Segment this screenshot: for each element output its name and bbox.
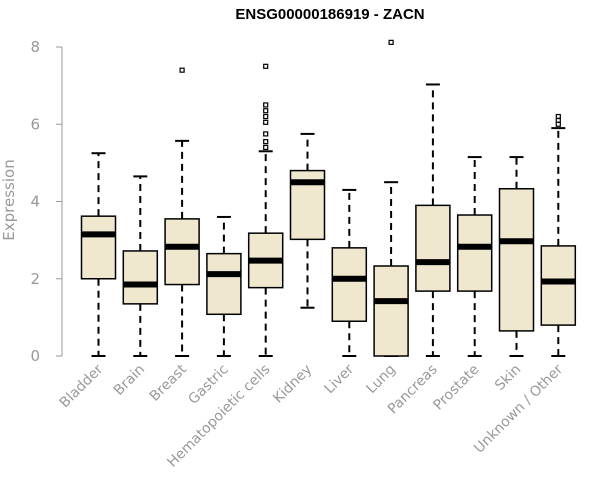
box-prostate	[456, 156, 493, 357]
box-iqr	[122, 250, 159, 305]
outlier-point	[263, 108, 269, 114]
outlier-point	[179, 67, 185, 73]
x-tick-label: Bladder	[57, 361, 107, 411]
outlier-point	[555, 121, 561, 127]
box-breast	[164, 67, 200, 357]
outlier-point	[263, 63, 269, 69]
box-iqr	[415, 204, 451, 292]
y-axis: 0 2 4 6 8	[30, 38, 63, 365]
box-bladder	[80, 152, 117, 357]
y-tick-label: 6	[30, 115, 40, 133]
x-tick-label: Brain	[111, 362, 148, 399]
box-unknown-other	[540, 113, 577, 357]
box-iqr	[540, 245, 577, 326]
x-tick-label: Breast	[147, 361, 191, 405]
box-iqr	[456, 214, 493, 292]
box-iqr	[80, 215, 117, 280]
outlier-point	[263, 139, 269, 145]
y-tick-label: 0	[30, 347, 40, 365]
box-iqr	[331, 247, 368, 322]
box-lung	[373, 39, 409, 357]
x-tick-label: Skin	[492, 362, 524, 394]
outlier-point	[263, 131, 269, 137]
outlier-point	[263, 113, 269, 120]
box-hematopoietic-cells	[247, 63, 284, 357]
y-tick-label: 2	[30, 270, 40, 288]
outlier-point	[263, 119, 269, 125]
x-tick-label: Lung	[363, 362, 398, 397]
outlier-point	[263, 102, 269, 108]
box-liver	[331, 188, 368, 357]
x-tick-label: Kidney	[270, 362, 315, 407]
box-gastric	[206, 215, 242, 357]
x-tick-label: Liver	[322, 361, 358, 397]
y-tick-label: 8	[30, 38, 40, 56]
box-skin	[498, 156, 535, 357]
box-kidney	[289, 132, 326, 309]
outlier-point	[263, 144, 269, 151]
box-iqr	[373, 265, 409, 357]
outlier-point	[388, 39, 394, 45]
chart-title: ENSG00000186919 - ZACN	[235, 6, 425, 23]
box-iqr	[498, 188, 535, 332]
box-iqr	[206, 252, 242, 316]
boxes	[80, 39, 577, 357]
y-axis-title: Expression	[0, 159, 18, 240]
x-tick-label: Prostate	[430, 362, 482, 414]
box-iqr	[164, 218, 200, 286]
box-brain	[122, 175, 159, 357]
box-pancreas	[415, 83, 451, 357]
y-tick-label: 4	[30, 193, 40, 211]
